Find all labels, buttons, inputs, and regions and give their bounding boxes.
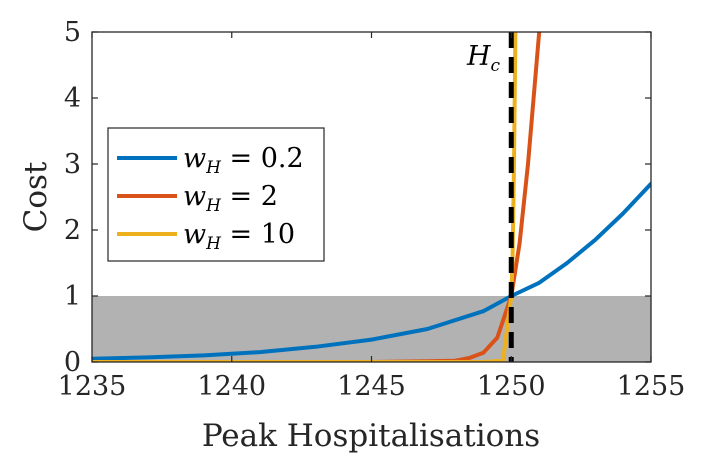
legend-label-2: wH = 10	[183, 219, 295, 254]
tick-layer: 1235 1240 1245 1250 1255 0 1 2 3 4 5	[58, 17, 686, 402]
threshold-label: Hc	[466, 41, 501, 76]
y-tick-label: 1	[64, 281, 81, 312]
legend-entries: wH = 0.2wH = 2wH = 10	[117, 143, 304, 254]
y-tick-label: 0	[64, 347, 81, 378]
x-tick-label: 1255	[617, 371, 686, 402]
shaded-region	[92, 296, 651, 362]
x-tick-label: 1235	[58, 371, 127, 402]
legend: wH = 0.2wH = 2wH = 10	[107, 127, 325, 262]
y-tick-label: 4	[64, 83, 81, 114]
shaded-region-layer	[92, 296, 651, 362]
y-tick-label: 2	[64, 215, 81, 246]
x-tick-label: 1245	[337, 371, 406, 402]
x-tick-label: 1250	[477, 371, 546, 402]
y-tick-label: 3	[64, 149, 81, 180]
x-tick-label: 1240	[197, 371, 266, 402]
y-tick-label: 5	[64, 17, 81, 48]
legend-label-0: wH = 0.2	[183, 143, 304, 178]
legend-label-1: wH = 2	[183, 181, 278, 216]
x-axis-label: Peak Hospitalisations	[202, 418, 540, 454]
y-axis-label: Cost	[18, 161, 54, 232]
series-line-0	[92, 181, 651, 361]
